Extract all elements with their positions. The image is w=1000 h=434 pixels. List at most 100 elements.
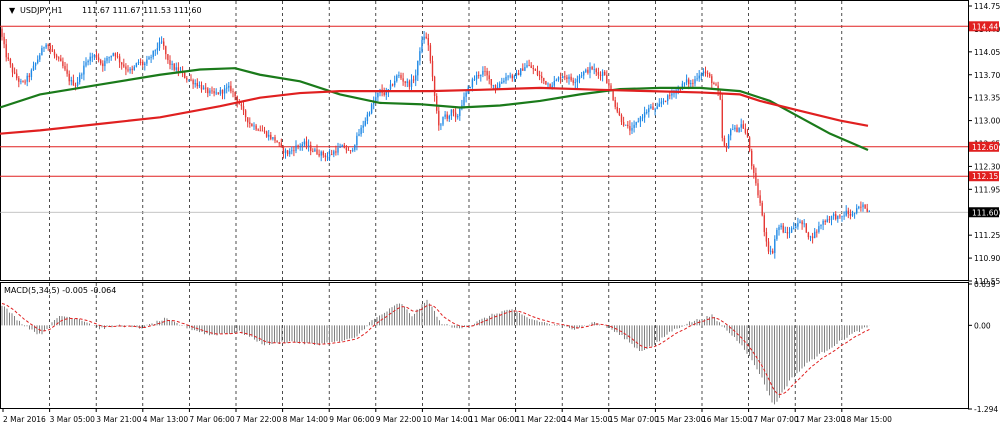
bear-candle (102, 63, 104, 67)
bull-candle (154, 50, 156, 52)
moving-average-line (0, 86, 869, 135)
bear-candle (118, 56, 121, 63)
bear-candle (114, 53, 117, 57)
bear-candle (704, 71, 707, 74)
bull-candle (337, 147, 339, 153)
bull-candle (198, 84, 201, 87)
bull-candle (507, 76, 509, 78)
bear-candle (3, 36, 5, 45)
bull-candle (856, 208, 858, 213)
bear-candle (142, 62, 144, 66)
bull-candle (358, 134, 360, 136)
bull-candle (853, 212, 856, 214)
bear-candle (51, 49, 54, 52)
bull-candle (226, 87, 228, 89)
bull-candle (76, 82, 79, 86)
bear-candle (723, 137, 726, 146)
bull-candle (362, 125, 364, 128)
bull-candle (152, 50, 154, 58)
bear-candle (438, 110, 440, 126)
bear-candle (234, 91, 236, 97)
bear-candle (100, 60, 102, 64)
bear-candle (165, 46, 167, 55)
x-tick-label: 9 Mar 06:00 (329, 415, 375, 424)
bull-candle (635, 122, 637, 125)
bull-candle (377, 92, 379, 98)
bull-candle (106, 57, 108, 61)
bear-candle (55, 55, 58, 58)
x-tick-label: 8 Mar 14:00 (283, 415, 329, 424)
bull-candle (524, 67, 526, 71)
bull-candle (503, 80, 505, 83)
y-tick-label: 113.70 (974, 71, 1000, 80)
bull-candle (366, 114, 369, 121)
level-price-label: 112.15 (972, 172, 998, 181)
bull-candle (740, 124, 742, 128)
bear-candle (347, 150, 350, 151)
bear-candle (545, 80, 547, 85)
bull-candle (79, 74, 81, 83)
bull-candle (341, 145, 343, 148)
x-tick-label: 15 Mar 23:00 (655, 415, 705, 424)
bear-candle (236, 96, 238, 102)
bear-candle (242, 106, 245, 111)
bear-candle (652, 106, 654, 110)
bear-candle (186, 78, 188, 80)
x-tick-label: 7 Mar 22:00 (236, 415, 282, 424)
bull-candle (326, 156, 329, 158)
bear-candle (282, 146, 285, 154)
bull-candle (473, 79, 476, 81)
y-tick-label: 114.75 (974, 2, 1000, 11)
bull-candle (43, 47, 45, 49)
chart-ohlc: 111.67 111.67 111.53 111.60 (82, 6, 202, 15)
bear-candle (5, 44, 7, 58)
bull-candle (667, 95, 669, 102)
bull-candle (469, 87, 471, 88)
y-tick-label: 111.25 (974, 231, 1000, 240)
bull-candle (423, 36, 425, 41)
macd-y-tick-label: 0.639 (974, 280, 996, 289)
bear-candle (511, 75, 513, 79)
bear-candle (167, 54, 169, 61)
bear-candle (847, 210, 849, 214)
bear-candle (751, 150, 753, 166)
bear-candle (753, 165, 755, 173)
bear-candle (58, 57, 60, 59)
bear-candle (494, 85, 497, 89)
bull-candle (734, 127, 736, 130)
bull-candle (112, 53, 114, 56)
bull-candle (156, 48, 159, 51)
bull-candle (450, 109, 453, 116)
bear-candle (95, 54, 98, 58)
bear-candle (824, 220, 826, 223)
bear-candle (805, 223, 807, 233)
bull-candle (108, 57, 110, 59)
bear-candle (1, 28, 3, 37)
bull-candle (328, 154, 331, 157)
bear-candle (572, 80, 574, 83)
bull-candle (780, 225, 782, 228)
bear-candle (816, 231, 818, 233)
bear-candle (173, 63, 175, 70)
bull-candle (314, 149, 316, 152)
bear-candle (349, 150, 352, 151)
bear-candle (709, 73, 711, 77)
bull-candle (360, 127, 362, 135)
bear-candle (549, 83, 551, 88)
bear-candle (725, 145, 728, 149)
bull-candle (415, 75, 417, 81)
bear-candle (599, 74, 602, 76)
bear-candle (522, 68, 524, 71)
x-tick-label: 15 Mar 07:00 (609, 415, 659, 424)
bear-candle (688, 79, 690, 85)
bull-candle (135, 62, 138, 67)
bull-candle (576, 78, 579, 83)
bear-candle (62, 61, 64, 67)
bull-candle (778, 227, 780, 231)
bear-candle (217, 92, 219, 94)
bear-candle (196, 83, 198, 87)
bear-candle (713, 83, 715, 85)
bull-candle (515, 73, 518, 76)
bull-candle (832, 214, 835, 217)
bull-candle (633, 124, 635, 128)
